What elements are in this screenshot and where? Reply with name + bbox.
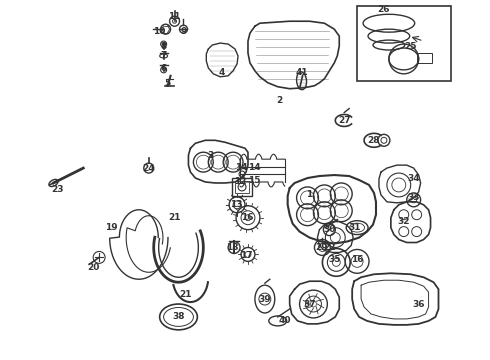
Text: 35: 35 [328,255,341,264]
Text: 12: 12 [234,177,246,186]
Text: 1: 1 [306,190,313,199]
Circle shape [162,42,165,46]
Bar [416,53,432,63]
Text: 13: 13 [230,200,243,209]
Text: 5: 5 [165,79,171,88]
Text: 34: 34 [407,174,420,183]
Text: 40: 40 [278,316,291,325]
Text: 2: 2 [276,96,283,105]
Text: 38: 38 [172,312,185,321]
Bar [357,6,451,81]
Text: 7: 7 [160,51,167,60]
Text: 41: 41 [295,68,308,77]
Bar [235,181,249,193]
Text: 22: 22 [323,243,336,252]
Text: 4: 4 [219,68,225,77]
Text: 21: 21 [179,289,192,298]
Text: 10: 10 [153,27,166,36]
Text: 19: 19 [105,223,117,232]
Text: 6: 6 [161,64,167,73]
Text: 18: 18 [226,243,238,252]
Text: 31: 31 [348,223,361,232]
Text: 20: 20 [87,263,99,272]
Text: 24: 24 [143,163,155,172]
Text: 16: 16 [241,213,253,222]
Text: 37: 37 [303,300,316,309]
Text: 30: 30 [323,225,336,234]
Text: 32: 32 [397,217,410,226]
Text: 21: 21 [168,213,181,222]
Text: 36: 36 [413,300,425,309]
Text: 15: 15 [247,176,260,185]
Text: 17: 17 [240,251,252,260]
Text: 23: 23 [51,185,64,194]
Text: 16: 16 [351,255,364,264]
Text: 14: 14 [247,163,260,172]
Text: 3: 3 [207,151,214,160]
Text: 25: 25 [404,41,417,50]
Text: 14: 14 [235,163,247,172]
Text: 9: 9 [180,27,187,36]
Text: 27: 27 [338,116,350,125]
Text: 8: 8 [161,41,167,50]
Text: 33: 33 [408,193,420,202]
Text: 39: 39 [259,294,271,303]
Text: 28: 28 [368,136,380,145]
Text: 26: 26 [378,5,390,14]
Text: 11: 11 [168,12,181,21]
Text: 29: 29 [315,243,328,252]
Bar [232,178,252,196]
